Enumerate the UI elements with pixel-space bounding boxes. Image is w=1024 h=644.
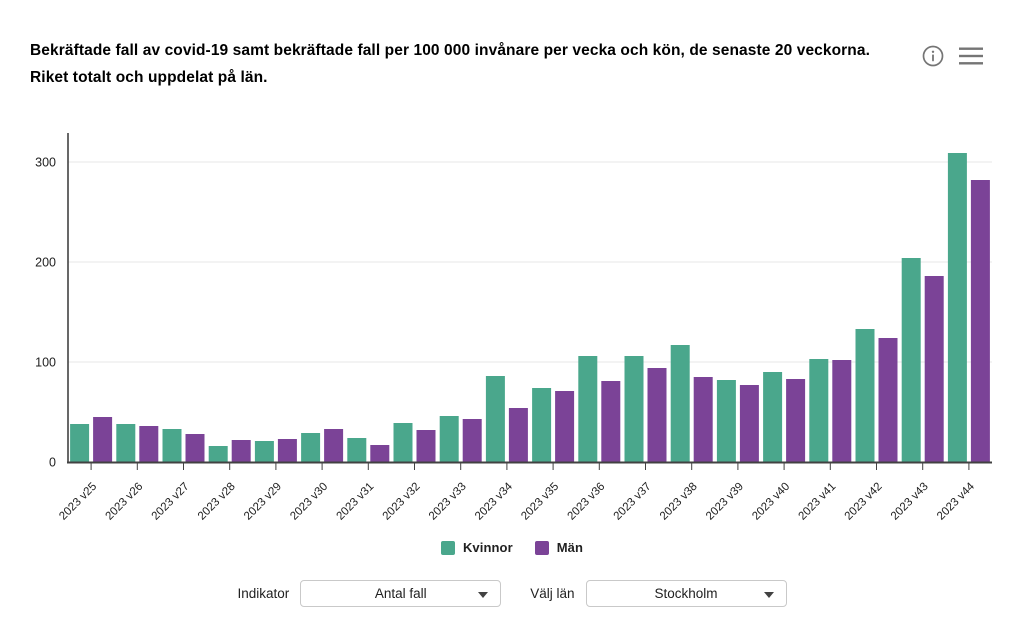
x-tick-label-2023-v27: 2023 v27 xyxy=(150,481,192,523)
indicator-label: Indikator xyxy=(237,586,290,601)
bar-kvinnor-2023-v28 xyxy=(208,446,228,462)
bar-män-2023-v39 xyxy=(739,385,759,462)
x-tick-label-2023-v37: 2023 v37 xyxy=(612,481,654,523)
man-swatch-icon xyxy=(534,540,549,555)
x-tick-label-2023-v41: 2023 v41 xyxy=(796,481,838,523)
x-tick-label-2023-v44: 2023 v44 xyxy=(935,480,977,522)
bar-män-2023-v34 xyxy=(508,408,528,462)
kvinnor-swatch-icon xyxy=(440,540,455,555)
bar-kvinnor-2023-v31 xyxy=(347,438,367,462)
y-tick-label-0: 0 xyxy=(49,456,56,470)
bar-män-2023-v26 xyxy=(139,426,159,462)
bar-män-2023-v35 xyxy=(555,391,575,462)
region-label: Välj län xyxy=(530,586,575,601)
y-tick-label-300: 300 xyxy=(35,156,56,170)
info-button[interactable] xyxy=(920,44,946,70)
bar-kvinnor-2023-v25 xyxy=(70,424,90,462)
bar-kvinnor-2023-v37 xyxy=(624,356,644,462)
bar-kvinnor-2023-v27 xyxy=(162,429,182,462)
indicator-select[interactable]: Antal fall xyxy=(300,580,502,607)
x-tick-label-2023-v43: 2023 v43 xyxy=(889,481,931,523)
x-tick-label-2023-v33: 2023 v33 xyxy=(427,481,469,523)
bar-kvinnor-2023-v44 xyxy=(947,153,967,462)
bar-kvinnor-2023-v29 xyxy=(254,441,274,462)
bar-män-2023-v29 xyxy=(277,439,297,462)
y-tick-label-200: 200 xyxy=(35,256,56,270)
bar-kvinnor-2023-v35 xyxy=(532,388,552,462)
x-tick-label-2023-v39: 2023 v39 xyxy=(704,481,746,523)
x-tick-label-2023-v38: 2023 v38 xyxy=(658,481,700,523)
x-tick-label-2023-v25: 2023 v25 xyxy=(57,481,99,523)
x-tick-label-2023-v40: 2023 v40 xyxy=(750,481,792,523)
bar-män-2023-v28 xyxy=(231,440,251,462)
bar-kvinnor-2023-v39 xyxy=(716,380,736,462)
bar-kvinnor-2023-v33 xyxy=(439,416,459,462)
grouped-bar-chart: 0 100 200 300 2023 v25 2023 v26 2023 v27 2023 v… xyxy=(0,125,1024,530)
bar-kvinnor-2023-v32 xyxy=(393,423,413,462)
bar-män-2023-v32 xyxy=(416,430,436,462)
bar-män-2023-v37 xyxy=(647,368,667,462)
bar-män-2023-v38 xyxy=(693,377,713,462)
bar-män-2023-v36 xyxy=(601,381,621,462)
bar-män-2023-v41 xyxy=(832,360,852,462)
x-tick-label-2023-v26: 2023 v26 xyxy=(103,481,145,523)
bar-män-2023-v42 xyxy=(878,338,898,462)
indicator-value: Antal fall xyxy=(374,586,427,601)
bar-män-2023-v40 xyxy=(786,379,806,462)
x-tick-label-2023-v32: 2023 v32 xyxy=(381,481,423,523)
header-icons xyxy=(920,44,984,70)
page-title: Bekräftade fall av covid-19 samt bekräft… xyxy=(30,42,871,86)
x-tick-label-2023-v28: 2023 v28 xyxy=(196,481,238,523)
chart-legend: Kvinnor Män xyxy=(0,540,1024,555)
region-value: Stockholm xyxy=(654,586,718,601)
x-tick-label-2023-v35: 2023 v35 xyxy=(519,481,561,523)
bar-män-2023-v25 xyxy=(93,417,113,462)
bar-män-2023-v33 xyxy=(462,419,482,462)
x-tick-label-2023-v30: 2023 v30 xyxy=(288,481,330,523)
bar-kvinnor-2023-v41 xyxy=(809,359,829,462)
bar-män-2023-v27 xyxy=(185,434,205,462)
x-tick-label-2023-v34: 2023 v34 xyxy=(473,480,515,522)
bar-kvinnor-2023-v30 xyxy=(301,433,321,462)
bar-män-2023-v44 xyxy=(970,180,990,462)
legend-item-man[interactable]: Män xyxy=(534,540,584,555)
bar-män-2023-v30 xyxy=(324,429,344,462)
x-tick-label-2023-v42: 2023 v42 xyxy=(843,481,885,523)
legend-label: Män xyxy=(556,540,584,555)
chart-controls: Indikator Antal fall Välj län Stockholm xyxy=(0,580,1024,607)
legend-item-kvinnor[interactable]: Kvinnor xyxy=(440,540,513,555)
bar-kvinnor-2023-v34 xyxy=(485,376,505,462)
bar-kvinnor-2023-v43 xyxy=(901,258,921,462)
bar-kvinnor-2023-v26 xyxy=(116,424,136,462)
legend-label: Kvinnor xyxy=(462,540,513,555)
x-tick-label-2023-v29: 2023 v29 xyxy=(242,481,284,523)
hamburger-menu-icon xyxy=(959,46,983,69)
chevron-down-icon xyxy=(478,592,489,598)
region-select[interactable]: Stockholm xyxy=(585,580,787,607)
x-tick-label-2023-v31: 2023 v31 xyxy=(334,481,376,523)
menu-button[interactable] xyxy=(958,44,984,70)
bar-män-2023-v43 xyxy=(924,276,944,462)
bar-kvinnor-2023-v40 xyxy=(763,372,783,462)
bar-kvinnor-2023-v38 xyxy=(670,345,690,462)
bar-kvinnor-2023-v36 xyxy=(578,356,598,462)
chevron-down-icon xyxy=(763,592,774,598)
bar-kvinnor-2023-v42 xyxy=(855,329,875,462)
x-tick-label-2023-v36: 2023 v36 xyxy=(565,481,607,523)
info-icon xyxy=(922,45,944,70)
bar-män-2023-v31 xyxy=(370,445,390,462)
y-tick-label-100: 100 xyxy=(35,356,56,370)
